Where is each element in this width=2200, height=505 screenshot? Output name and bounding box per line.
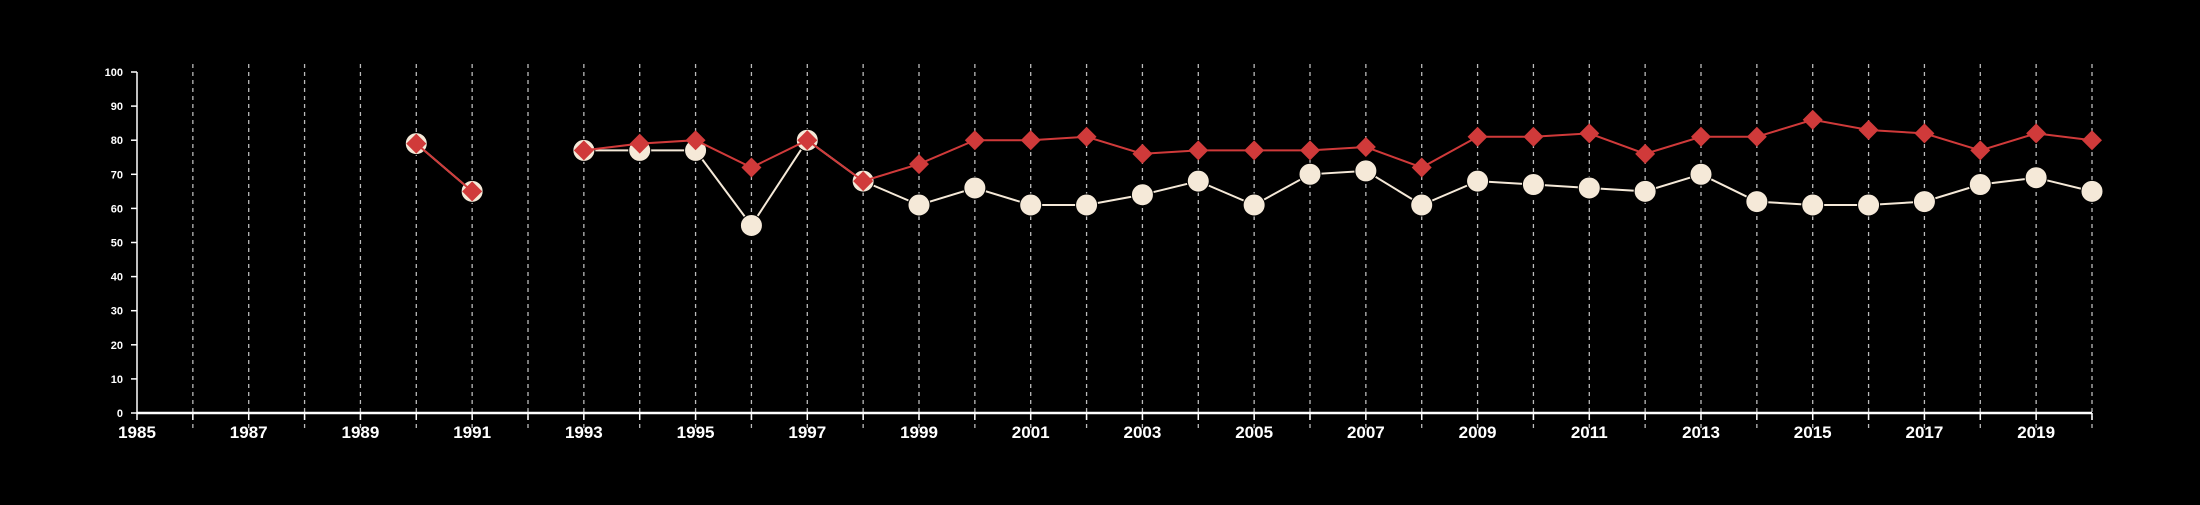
axis-layer: 0 10 20 30 40 50 60 70 80 90 100 1985 1987 1989 1991 19… xyxy=(105,67,2093,442)
grid-layer xyxy=(192,64,2093,431)
y-tick-label: 40 xyxy=(111,272,123,284)
data-point-diamond xyxy=(964,130,985,151)
data-point-circle xyxy=(1577,176,1601,200)
data-point-diamond xyxy=(462,181,483,202)
data-point-circle xyxy=(2024,166,2048,190)
data-point-circle xyxy=(963,176,987,200)
x-tick-label: 2019 xyxy=(2017,423,2055,442)
data-point-circle xyxy=(907,193,931,217)
x-tick-label: 2001 xyxy=(1012,423,1050,442)
x-tick-label: 1989 xyxy=(342,423,380,442)
data-point-diamond xyxy=(1691,126,1711,147)
y-tick-label: 60 xyxy=(111,203,123,215)
series-diamond xyxy=(406,109,2102,202)
y-tick-label: 90 xyxy=(111,101,123,113)
data-point-diamond xyxy=(2026,123,2047,144)
x-tick-label: 2003 xyxy=(1124,423,1162,442)
data-point-diamond xyxy=(1523,126,1544,147)
data-point-diamond xyxy=(1132,143,1153,164)
data-point-circle xyxy=(1130,183,1154,207)
y-tick-label: 10 xyxy=(111,374,123,386)
data-point-circle xyxy=(1968,173,1992,197)
data-point-circle xyxy=(1745,190,1769,214)
x-tick-label: 1985 xyxy=(118,423,156,442)
data-point-diamond xyxy=(1746,126,1767,147)
series-layer xyxy=(404,109,2104,237)
x-tick-label: 2017 xyxy=(1906,423,1944,442)
data-point-diamond xyxy=(1020,130,1041,151)
data-point-circle xyxy=(1801,193,1825,217)
y-tick-label: 20 xyxy=(111,340,123,352)
x-tick-label: 1999 xyxy=(900,423,938,442)
data-point-diamond xyxy=(1970,140,1991,161)
data-point-diamond xyxy=(909,154,929,175)
data-point-circle xyxy=(1186,169,1210,193)
x-tick-label: 1991 xyxy=(453,423,491,442)
x-tick-label: 2011 xyxy=(1571,423,1608,442)
data-point-diamond xyxy=(1411,157,1432,178)
y-tick-label: 80 xyxy=(111,135,123,147)
x-tick-label: 2005 xyxy=(1235,423,1273,442)
data-point-circle xyxy=(739,213,763,237)
y-tick-label: 100 xyxy=(105,67,123,79)
data-point-diamond xyxy=(1467,126,1488,147)
data-point-diamond xyxy=(741,157,762,178)
data-point-circle xyxy=(1521,173,1545,197)
data-point-diamond xyxy=(1076,126,1097,147)
data-point-circle xyxy=(1242,193,1266,217)
y-tick-label: 30 xyxy=(111,306,123,318)
data-point-circle xyxy=(1354,159,1378,183)
y-tick-label: 70 xyxy=(111,169,123,181)
data-point-diamond xyxy=(1579,123,1600,144)
data-point-circle xyxy=(1410,193,1434,217)
y-tick-label: 50 xyxy=(111,238,123,250)
series-line-diamond xyxy=(415,142,473,193)
series-line-diamond xyxy=(583,118,2093,183)
x-tick-label: 1997 xyxy=(788,423,826,442)
x-tick-label: 2015 xyxy=(1794,423,1832,442)
data-point-circle xyxy=(1633,179,1657,203)
x-tick-label: 2013 xyxy=(1682,423,1720,442)
x-tick-label: 2007 xyxy=(1347,423,1385,442)
y-tick-label: 0 xyxy=(117,408,123,420)
data-point-diamond xyxy=(406,133,427,154)
data-point-diamond xyxy=(2082,130,2102,151)
data-point-circle xyxy=(1019,193,1043,217)
data-point-diamond xyxy=(629,133,650,154)
data-point-diamond xyxy=(1802,109,1823,130)
data-point-diamond xyxy=(685,130,706,151)
series-circle xyxy=(404,128,2104,237)
data-point-circle xyxy=(1689,162,1713,186)
data-point-circle xyxy=(1298,162,1322,186)
data-point-diamond xyxy=(1858,119,1879,140)
data-point-diamond xyxy=(1914,123,1935,144)
data-point-diamond xyxy=(1188,140,1209,161)
data-point-diamond xyxy=(797,130,818,151)
data-point-circle xyxy=(2080,179,2104,203)
x-tick-label: 1995 xyxy=(677,423,715,442)
data-point-circle xyxy=(1466,169,1490,193)
x-tick-label: 1987 xyxy=(230,423,268,442)
data-point-diamond xyxy=(853,171,874,192)
data-point-circle xyxy=(1912,190,1936,214)
data-point-circle xyxy=(1075,193,1099,217)
data-point-diamond xyxy=(1244,140,1265,161)
data-point-diamond xyxy=(1300,140,1320,161)
data-point-diamond xyxy=(1635,143,1656,164)
x-tick-label: 2009 xyxy=(1459,423,1497,442)
x-tick-label: 1993 xyxy=(565,423,603,442)
data-point-diamond xyxy=(1355,137,1376,158)
data-point-diamond xyxy=(573,140,594,161)
data-point-circle xyxy=(1857,193,1881,217)
